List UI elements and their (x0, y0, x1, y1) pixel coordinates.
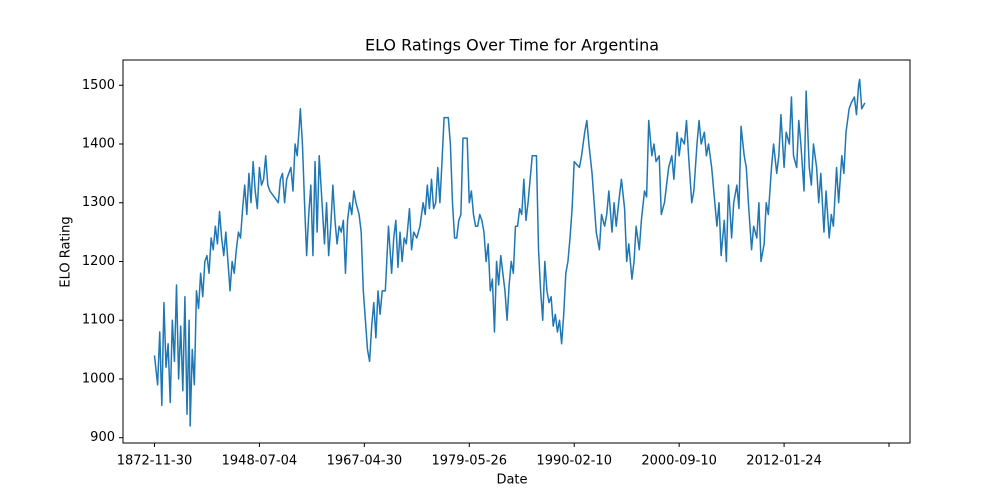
plot-frame (122, 59, 911, 444)
y-tick-label: 1100 (82, 313, 115, 328)
y-tick-label: 1000 (82, 371, 115, 386)
chart-title: ELO Ratings Over Time for Argentina (365, 36, 659, 55)
y-axis-label: ELO Rating (59, 216, 74, 287)
x-tick-label: 1872-11-30 (117, 454, 193, 469)
x-tick-label: 2000-09-10 (641, 454, 717, 469)
x-tick-label: 1948-07-04 (222, 454, 298, 469)
x-tick-label: 2012-01-24 (746, 454, 822, 469)
x-tick-label: 1979-05-26 (431, 454, 507, 469)
line-series (153, 78, 866, 427)
x-tick-label: 1967-04-30 (327, 454, 403, 469)
y-tick-label: 900 (90, 430, 115, 445)
y-tick-label: 1400 (82, 137, 115, 152)
y-tick-label: 1500 (82, 78, 115, 93)
y-tick-label: 1200 (82, 254, 115, 269)
y-tick-label: 1300 (82, 195, 115, 210)
x-tick-label: 1990-02-10 (536, 454, 612, 469)
x-axis-label: Date (496, 473, 527, 488)
